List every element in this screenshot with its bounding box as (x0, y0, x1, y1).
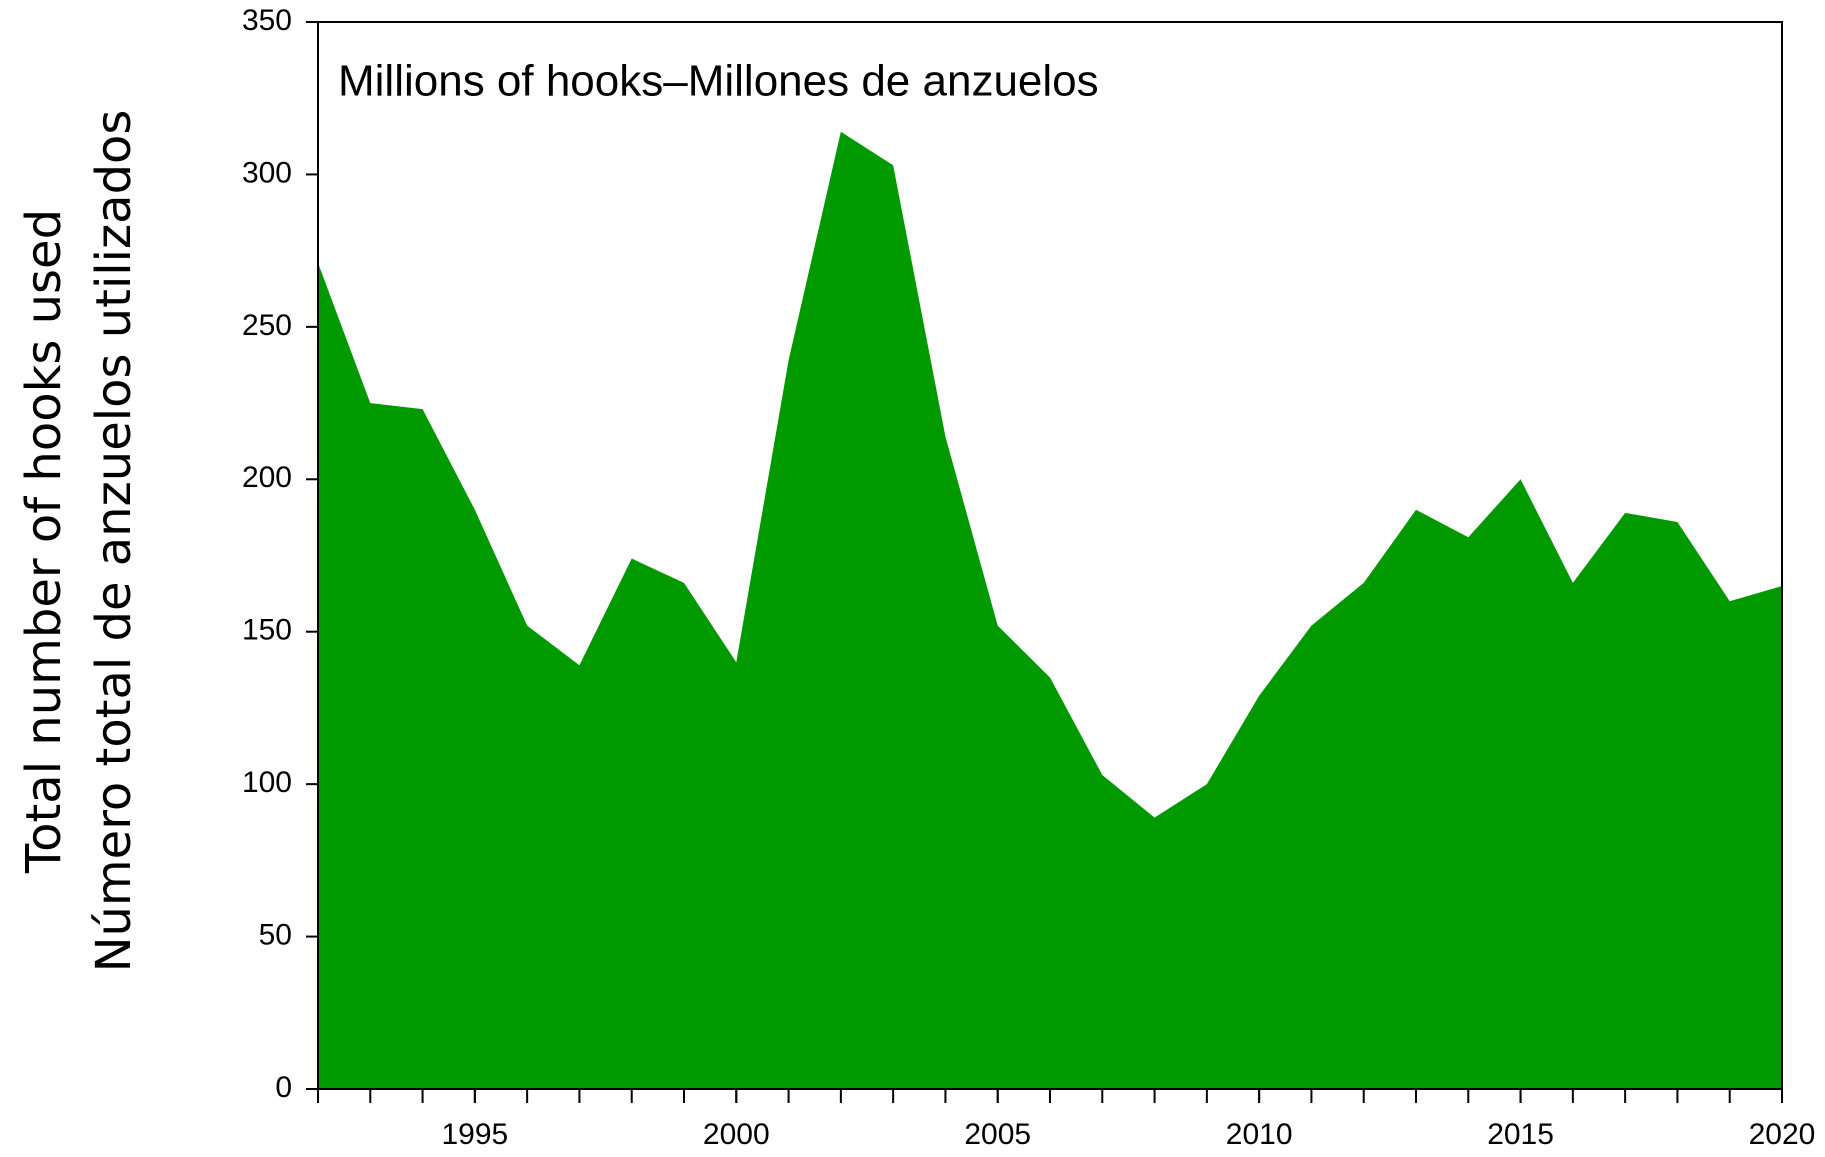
x-tick-label: 1995 (441, 1118, 508, 1151)
area (318, 131, 1782, 1090)
chart-title: Millions of hooks–Millones de anzuelos (338, 57, 1099, 106)
y-tick-label: 300 (242, 156, 292, 189)
x-tick-label: 2020 (1749, 1118, 1816, 1151)
y-axis-label: Número total de anzuelos utilizados (86, 110, 142, 973)
y-tick-label: 200 (242, 461, 292, 494)
y-tick-label: 100 (242, 766, 292, 799)
y-tick-label: 250 (242, 309, 292, 342)
x-tick-label: 2010 (1226, 1118, 1293, 1151)
x-tick-label: 2005 (964, 1118, 1031, 1151)
y-tick-label: 0 (275, 1071, 292, 1104)
y-tick-label: 50 (259, 918, 292, 951)
y-tick-label: 350 (242, 4, 292, 37)
x-tick-label: 2000 (703, 1118, 770, 1151)
y-axis-label: Total number of hooks used (16, 209, 72, 874)
x-tick-label: 2015 (1487, 1118, 1554, 1151)
y-tick-label: 150 (242, 614, 292, 647)
